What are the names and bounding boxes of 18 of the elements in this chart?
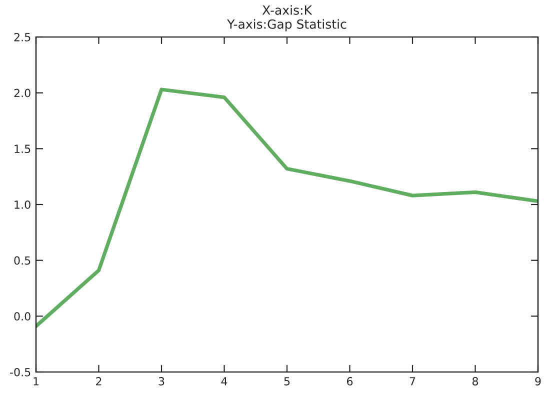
y-tick-label: 0.0 [14, 312, 30, 321]
line-series [36, 88, 538, 328]
x-tick-label: 6 [346, 377, 353, 386]
x-tick-label: 1 [34, 377, 39, 386]
x-tick-label: 3 [158, 377, 164, 386]
x-tick-label: 8 [472, 377, 478, 386]
x-tick-label: 5 [284, 377, 290, 386]
x-tick-label: 2 [96, 377, 102, 386]
y-tick-label: 2.0 [14, 88, 30, 98]
y-tick-label: 1.5 [14, 144, 30, 154]
x-tick-label: 9 [535, 377, 541, 386]
x-tick-label: 4 [221, 377, 228, 386]
chart-title: X-axis:K Y-axis:Gap Statistic [227, 5, 346, 32]
y-tick-label: 1.0 [14, 200, 30, 209]
y-tick-label: -0.5 [10, 368, 30, 376]
y-tick-label: 2.5 [14, 32, 30, 42]
x-tick-label: 7 [410, 377, 416, 386]
y-tick-label: 0.5 [14, 256, 30, 265]
